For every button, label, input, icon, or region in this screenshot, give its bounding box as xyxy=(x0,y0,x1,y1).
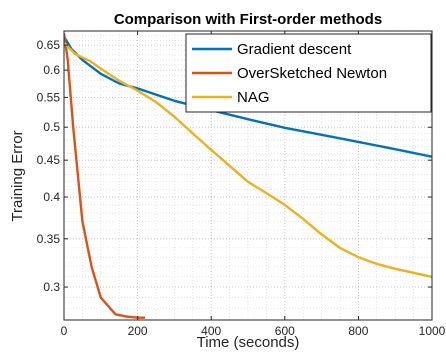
x-tick-label: 400 xyxy=(201,324,221,338)
x-tick-label: 600 xyxy=(275,324,295,338)
legend-label: OverSketched Newton xyxy=(237,65,387,82)
y-tick-label: 0.4 xyxy=(43,190,60,204)
y-axis-label: Training Error xyxy=(9,130,26,221)
x-tick-label: 1000 xyxy=(419,324,446,338)
y-tick-label: 0.6 xyxy=(43,63,60,77)
legend: Gradient descent OverSketched Newton NAG xyxy=(185,33,432,113)
y-tick-label: 0.35 xyxy=(37,232,61,246)
x-tick-label: 800 xyxy=(348,324,368,338)
legend-label: NAG xyxy=(237,89,270,106)
x-tick-label: 200 xyxy=(128,324,148,338)
series-layer xyxy=(64,33,432,319)
x-ticks: 0 200 400 600 800 1000 xyxy=(61,31,446,338)
x-tick-label: 0 xyxy=(61,324,68,338)
series-line-gradient-descent xyxy=(64,35,432,158)
chart-title: Comparison with First-order methods xyxy=(114,11,382,28)
series-line-nag xyxy=(64,41,432,278)
x-axis-label: Time (seconds) xyxy=(197,334,300,351)
y-tick-label: 0.55 xyxy=(37,90,61,104)
legend-label: Gradient descent xyxy=(237,41,352,58)
series-line-oversketched-newton xyxy=(64,33,145,319)
y-tick-label: 0.5 xyxy=(43,120,60,134)
y-tick-label: 0.65 xyxy=(37,38,61,52)
y-tick-label: 0.45 xyxy=(37,153,61,167)
plot-frame xyxy=(63,30,433,321)
y-tick-label: 0.3 xyxy=(43,280,60,294)
y-ticks: 0.3 0.35 0.4 0.45 0.5 0.55 0.6 0.65 xyxy=(37,38,432,294)
